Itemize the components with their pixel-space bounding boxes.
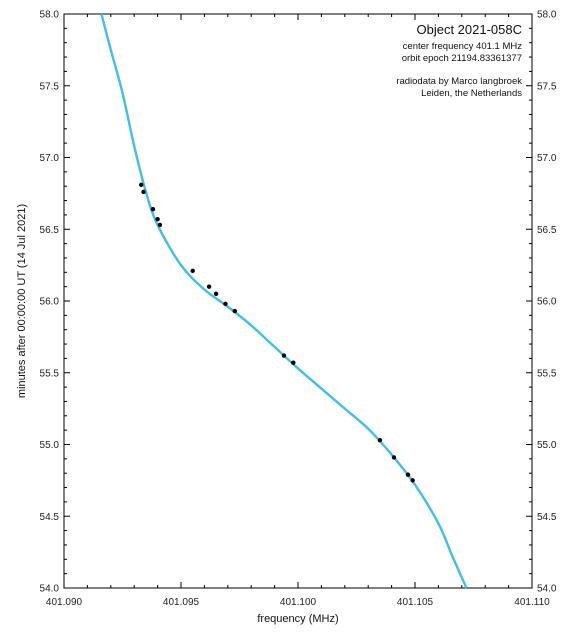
y-tick-label-right: 56.5 [537, 225, 557, 236]
data-point [291, 360, 296, 365]
y-tick-label-left: 58.0 [40, 10, 60, 21]
y-tick-label-left: 55.5 [40, 368, 60, 379]
data-point [213, 291, 219, 297]
y-tick-label-right: 54.0 [537, 584, 557, 595]
x-axis-title: frequency (MHz) [257, 613, 338, 625]
data-point [405, 472, 411, 477]
data-point [232, 308, 238, 314]
data-point [157, 222, 163, 228]
y-tick-label-right: 57.0 [537, 153, 557, 164]
annotation-center-frequency: center frequency 401.1 MHz [403, 41, 523, 52]
y-tick-label-right: 55.5 [537, 368, 557, 379]
plot-frame [63, 13, 533, 589]
y-tick-label-right: 54.5 [537, 512, 557, 523]
data-point [391, 455, 397, 460]
x-tick-label: 401.105 [397, 597, 434, 608]
data-point [139, 182, 144, 187]
y-tick-label-left: 55.0 [40, 440, 60, 451]
y-tick-label-right: 58.0 [537, 10, 557, 21]
y-axis-title: minutes after 00:00:00 UT (14 Jul 2021) [16, 204, 28, 398]
data-point [281, 353, 287, 358]
y-tick-label-left: 56.5 [40, 225, 60, 236]
data-point [223, 301, 228, 307]
x-tick-label: 401.095 [163, 597, 200, 608]
chart-title: Object 2021-058C [416, 22, 522, 37]
data-point [150, 206, 156, 212]
data-point [410, 478, 415, 483]
annotation-location: Leiden, the Netherlands [421, 88, 522, 99]
fit-curve-line [100, 13, 468, 589]
x-tick-label: 401.100 [280, 597, 317, 608]
x-tick-label: 401.090 [46, 597, 83, 608]
y-tick-label-left: 54.5 [40, 512, 60, 523]
annotation-orbit-epoch: orbit epoch 21194.83361377 [402, 53, 522, 64]
data-point [190, 268, 195, 274]
data-point [377, 437, 383, 443]
x-tick-label: 401.110 [514, 597, 550, 608]
y-tick-label-left: 54.0 [40, 584, 60, 595]
y-tick-label-right: 57.5 [537, 81, 557, 92]
data-point [206, 284, 212, 289]
data-point [155, 217, 160, 222]
y-tick-label-right: 55.0 [537, 440, 557, 451]
annotation-radiodata-credit: radiodata by Marco langbroek [396, 76, 522, 87]
y-tick-label-right: 56.0 [537, 297, 557, 308]
y-tick-label-left: 56.0 [40, 297, 60, 308]
y-tick-label-left: 57.5 [40, 81, 60, 92]
data-point [141, 189, 146, 195]
y-tick-label-left: 57.0 [40, 153, 60, 164]
